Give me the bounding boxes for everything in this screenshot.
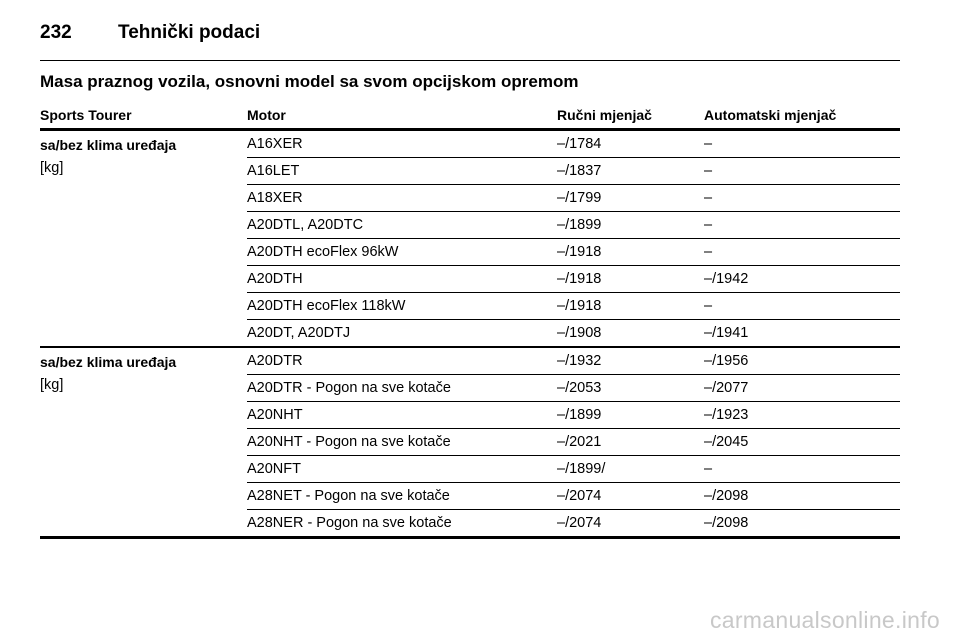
automatic-gearbox-cell: –/1923 bbox=[704, 401, 900, 429]
motor-cell: A20DTR - Pogon na sve kotače bbox=[247, 374, 557, 402]
motor-cell: A20DTH ecoFlex 96kW bbox=[247, 238, 557, 266]
section-heading: Masa praznog vozila, osnovni model sa sv… bbox=[40, 72, 579, 91]
group-label: sa/bez klima uređaja bbox=[40, 137, 177, 153]
group-label: sa/bez klima uređaja bbox=[40, 354, 177, 370]
automatic-gearbox-cell: – bbox=[704, 157, 900, 185]
automatic-gearbox-cell: – bbox=[704, 184, 900, 212]
table-row: A28NER - Pogon na sve kotače –/2074 –/2098 bbox=[40, 509, 900, 539]
automatic-gearbox-cell: –/2098 bbox=[704, 509, 900, 539]
table-row: A16LET –/1837– bbox=[40, 157, 900, 185]
motor-cell: A16XER bbox=[247, 129, 557, 158]
motor-cell: A20DTL, A20DTC bbox=[247, 211, 557, 239]
page-number: 232 bbox=[40, 22, 72, 43]
manual-gearbox-cell: –/1899 bbox=[557, 401, 704, 429]
group-cell: sa/bez klima uređaja [kg] bbox=[40, 347, 247, 539]
motor-cell: A20NHT - Pogon na sve kotače bbox=[247, 428, 557, 456]
automatic-gearbox-cell: –/2098 bbox=[704, 482, 900, 510]
motor-cell: A20DT, A20DTJ bbox=[247, 319, 557, 348]
table-row: A28NET - Pogon na sve kotače –/2074 –/2098 bbox=[40, 482, 900, 510]
motor-cell: A28NET - Pogon na sve kotače bbox=[247, 482, 557, 510]
manual-gearbox-cell: –/1799 bbox=[557, 184, 704, 212]
manual-gearbox-cell: –/1837 bbox=[557, 157, 704, 185]
table-row: A20DT, A20DTJ –/1908 –/1941 bbox=[40, 319, 900, 348]
manual-gearbox-cell: –/1784 bbox=[557, 129, 704, 158]
manual-gearbox-cell: –/2074 bbox=[557, 482, 704, 510]
motor-cell: A20NFT bbox=[247, 455, 557, 483]
table-header-row: Sports Tourer Motor Ručni mjenjač Automa… bbox=[40, 102, 900, 131]
column-header-automatic-gearbox: Automatski mjenjač bbox=[704, 102, 900, 131]
automatic-gearbox-cell: – bbox=[704, 211, 900, 239]
automatic-gearbox-cell: – bbox=[704, 129, 900, 158]
header-divider bbox=[40, 60, 900, 61]
automatic-gearbox-cell: –/1956 bbox=[704, 347, 900, 375]
table-row: sa/bez klima uređaja [kg] A20DTR –/1932 –/19… bbox=[40, 347, 900, 539]
table-row: A20NHT - Pogon na sve kotače –/2021 –/2045 bbox=[40, 428, 900, 456]
manual-gearbox-cell: –/1899/ bbox=[557, 455, 704, 483]
page-title: Tehnički podaci bbox=[118, 22, 261, 43]
motor-cell: A18XER bbox=[247, 184, 557, 212]
automatic-gearbox-cell: –/1942 bbox=[704, 265, 900, 293]
motor-cell: A20NHT bbox=[247, 401, 557, 429]
group-unit: [kg] bbox=[40, 160, 64, 176]
table-row: A18XER –/1799– bbox=[40, 184, 900, 212]
automatic-gearbox-cell: –/2077 bbox=[704, 374, 900, 402]
column-header-manual-gearbox: Ručni mjenjač bbox=[557, 102, 704, 131]
automatic-gearbox-cell: – bbox=[704, 455, 900, 483]
table-row: A20DTL, A20DTC –/1899– bbox=[40, 211, 900, 239]
manual-gearbox-cell: –/1918 bbox=[557, 292, 704, 320]
watermark: carmanualsonline.info bbox=[709, 607, 940, 633]
manual-gearbox-cell: –/1918 bbox=[557, 265, 704, 293]
column-header-sports-tourer: Sports Tourer bbox=[40, 102, 247, 131]
table-row: A20DTH –/1918 –/1942 bbox=[40, 265, 900, 293]
manual-gearbox-cell: –/1908 bbox=[557, 319, 704, 348]
automatic-gearbox-cell: – bbox=[704, 238, 900, 266]
manual-gearbox-cell: –/1918 bbox=[557, 238, 704, 266]
table-row: A20NFT –/1899/– bbox=[40, 455, 900, 483]
table-body: sa/bez klima uređaja [kg] A16XER –/1784– A16… bbox=[40, 129, 900, 539]
motor-cell: A20DTH ecoFlex 118kW bbox=[247, 292, 557, 320]
motor-cell: A20DTH bbox=[247, 265, 557, 293]
group-cell: sa/bez klima uređaja [kg] bbox=[40, 129, 247, 348]
table-row: A20DTH ecoFlex 96kW –/1918– bbox=[40, 238, 900, 266]
motor-cell: A28NER - Pogon na sve kotače bbox=[247, 509, 557, 539]
automatic-gearbox-cell: –/2045 bbox=[704, 428, 900, 456]
automatic-gearbox-cell: – bbox=[704, 292, 900, 320]
manual-gearbox-cell: –/2053 bbox=[557, 374, 704, 402]
manual-gearbox-cell: –/1899 bbox=[557, 211, 704, 239]
page-header: 232 Tehnički podaci bbox=[40, 18, 260, 48]
group-unit: [kg] bbox=[40, 377, 64, 393]
column-header-motor: Motor bbox=[247, 102, 557, 131]
table-row: sa/bez klima uređaja [kg] A16XER –/1784– bbox=[40, 129, 900, 348]
vehicle-weight-table: Sports Tourer Motor Ručni mjenjač Automa… bbox=[40, 102, 900, 539]
manual-gearbox-cell: –/2021 bbox=[557, 428, 704, 456]
table-row: A20DTR - Pogon na sve kotače –/2053 –/2077 bbox=[40, 374, 900, 402]
motor-cell: A20DTR bbox=[247, 347, 557, 375]
table-row: A20DTH ecoFlex 118kW –/1918– bbox=[40, 292, 900, 320]
manual-gearbox-cell: –/1932 bbox=[557, 347, 704, 375]
automatic-gearbox-cell: –/1941 bbox=[704, 319, 900, 348]
table-row: A20NHT –/1899 –/1923 bbox=[40, 401, 900, 429]
manual-gearbox-cell: –/2074 bbox=[557, 509, 704, 539]
motor-cell: A16LET bbox=[247, 157, 557, 185]
